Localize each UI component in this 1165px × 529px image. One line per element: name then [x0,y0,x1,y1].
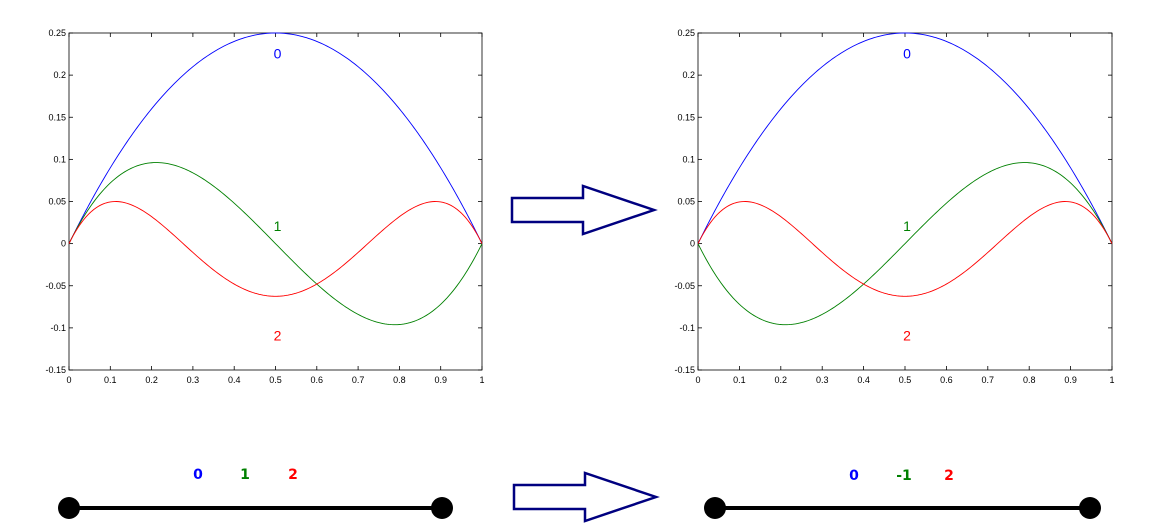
x-tick-label: 0.8 [393,375,406,385]
y-tick-label: 0.1 [53,154,66,164]
series-line-2 [68,201,483,297]
y-tick-label: 0.15 [48,112,66,122]
plot-right: 0 0.1 0.2 0.3 0.4 0.5 0.6 0.7 0.8 0.9 1 -0.15 -0.1 -0… [674,28,1114,385]
y-tick-label: 0.25 [48,28,66,38]
x-tick-label: 0.5 [269,375,282,385]
series-line-2 [697,201,1113,297]
x-tick-label: 0.3 [187,375,200,385]
y-tick-label: 0 [690,239,695,249]
x-tick-label: 1 [479,375,484,385]
plot-left: 0 0.1 0.2 0.3 0.4 0.5 0.6 0.7 0.8 0.9 1 -0.15 -0.1 -0… [45,28,484,385]
series-label: 1 [903,218,911,234]
series-line-1 [697,162,1113,326]
segment-label: -1 [896,468,912,484]
arrow-right-icon [512,471,660,523]
x-tick-label: 0.2 [775,375,788,385]
series-label: 0 [903,45,911,61]
x-tick-label: 0.8 [1023,375,1036,385]
segment-node [704,497,726,519]
segment-node [431,497,453,519]
x-tick-label: 0.7 [352,375,365,385]
x-tick-label: 0.4 [228,375,241,385]
segment-label: 0 [849,468,859,484]
y-tick-label: -0.1 [50,323,66,333]
segment-left: 0 1 2 [58,467,453,519]
y-tick-label: 0.05 [677,197,695,207]
segment-label: 2 [944,468,954,484]
x-tick-label: 0.6 [311,375,324,385]
series-line-0 [697,32,1113,244]
x-tick-label: 0.6 [940,375,953,385]
segment-right: 0 -1 2 [704,468,1101,519]
x-tick-label: 0.1 [733,375,746,385]
segment-node [58,497,80,519]
y-tick-label: 0.2 [53,70,66,80]
y-tick-label: 0.2 [682,70,695,80]
segment-label: 2 [288,467,298,483]
x-tick-label: 0.3 [816,375,829,385]
segment-label: 1 [240,467,250,483]
axes-box [697,32,1113,371]
x-tick-label: 0.1 [104,375,117,385]
y-tick-label: 0.15 [677,112,695,122]
y-tick-label: -0.1 [679,323,695,333]
series-label: 2 [903,328,911,344]
x-tick-label: 0.7 [982,375,995,385]
x-tick-label: 0.9 [1064,375,1077,385]
series-line-0 [68,32,483,244]
y-tick-label: -0.05 [45,281,66,291]
y-tick-label: -0.05 [674,281,695,291]
axes-box [68,32,483,371]
y-tick-label: 0.1 [682,154,695,164]
x-tick-label: 0 [66,375,71,385]
x-tick-label: 0.9 [434,375,447,385]
arrow-right-icon [510,184,658,236]
y-tick-label: 0.05 [48,197,66,207]
segment-label: 0 [193,467,203,483]
y-tick-label: 0.25 [677,28,695,38]
x-tick-label: 0 [695,375,700,385]
x-tick-label: 0.4 [857,375,870,385]
x-tick-label: 1 [1109,375,1114,385]
y-tick-label: -0.15 [674,365,695,375]
series-label: 0 [274,45,282,61]
series-label: 2 [274,328,282,344]
y-tick-label: 0 [61,239,66,249]
series-line-1 [68,162,483,326]
y-tick-label: -0.15 [45,365,66,375]
x-tick-label: 0.5 [899,375,912,385]
segment-node [1079,497,1101,519]
x-tick-label: 0.2 [145,375,158,385]
series-label: 1 [274,218,282,234]
